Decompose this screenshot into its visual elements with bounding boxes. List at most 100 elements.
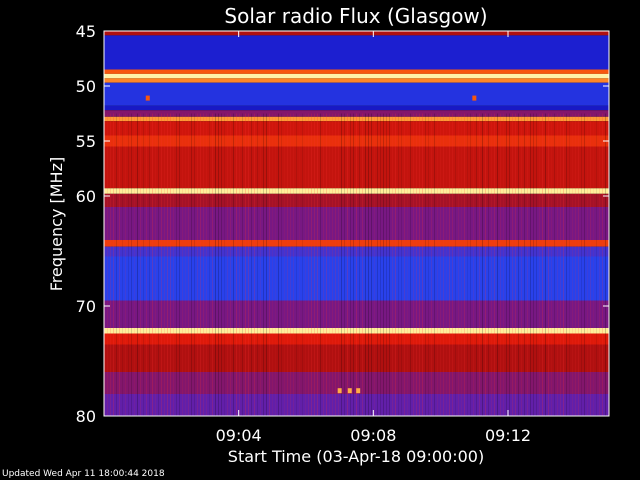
striation-line [470,113,471,416]
striation-line [131,113,132,416]
striation-line [533,113,534,416]
striation-line [599,113,600,416]
y-tick-label: 70 [76,297,96,316]
striation-line [203,113,204,416]
striation-line [248,113,249,416]
striation-line [278,113,279,416]
striation-line [518,113,519,416]
striation-line [194,113,195,416]
striation-line [416,113,417,416]
striation-line [350,113,351,416]
burst-point [337,388,342,394]
striation-line [422,113,423,416]
frequency-band [104,207,609,240]
striation-line [530,113,531,416]
striation-line [149,113,150,416]
striation-line [443,113,444,416]
frequency-band [104,73,609,79]
striation-line [287,113,288,416]
striation-line [140,113,141,416]
striation-line [596,113,597,416]
striation-line [365,113,366,416]
striation-line [593,113,594,416]
y-axis: 45 50 55 60 70 80 [76,22,609,426]
striation-line [164,113,165,416]
striation-line [209,113,210,416]
striation-line [554,113,555,416]
striation-line [506,113,507,416]
striation-line [128,113,129,416]
striation-line [320,113,321,416]
striation-line [521,113,522,416]
striation-line [437,113,438,416]
striation-line [578,113,579,416]
striation-line [563,113,564,416]
striation-line [182,113,183,416]
striation-line [458,113,459,416]
striation-line [359,113,360,416]
x-tick-label: 09:04 [216,426,262,445]
striation-line [107,113,108,416]
striation-line [509,113,510,416]
burst-point [145,95,150,101]
frequency-band [104,394,609,416]
striation-line [269,113,270,416]
burst-point [347,388,352,394]
striation-line [254,113,255,416]
striation-line [464,113,465,416]
striation-line [473,113,474,416]
x-axis-label: Start Time (03-Apr-18 09:00:00) [228,447,484,466]
striation-line [230,113,231,416]
striation-line [536,113,537,416]
striation-line [119,113,120,416]
striation-line [356,113,357,416]
striation-line [167,113,168,416]
striation-line [239,113,240,416]
striation-line [374,113,375,416]
striation-line [467,113,468,416]
striation-line [440,113,441,416]
y-axis-label: Frequency [MHz] [47,157,66,291]
frequency-band [104,31,609,36]
striation-line [491,113,492,416]
striation-line [494,113,495,416]
frequency-band [104,69,609,74]
frequency-band [104,116,609,122]
striation-line [410,113,411,416]
striation-line [305,113,306,416]
striation-line [401,113,402,416]
striation-line [224,113,225,416]
striation-line [392,113,393,416]
striation-line [185,113,186,416]
striation-line [569,113,570,416]
striation-line [503,113,504,416]
striation-line [290,113,291,416]
striation-line [284,113,285,416]
striation-line [158,113,159,416]
striation-line [155,113,156,416]
chart-title: Solar radio Flux (Glasgow) [224,4,487,28]
striation-line [236,113,237,416]
striation-line [446,113,447,416]
striation-line [461,113,462,416]
plot-area [103,30,610,417]
striation-line [380,113,381,416]
striation-line [296,113,297,416]
striation-line [551,113,552,416]
striation-line [335,113,336,416]
frequency-band [104,344,609,372]
striation-line [449,113,450,416]
striation-line [602,113,603,416]
striation-line [134,113,135,416]
time-striations [104,113,609,416]
striation-line [308,113,309,416]
striation-line [233,113,234,416]
striation-line [539,113,540,416]
striation-line [515,113,516,416]
striation-line [281,113,282,416]
striation-line [605,113,606,416]
striation-line [488,113,489,416]
frequency-band [104,135,609,147]
frequency-band [104,146,609,189]
